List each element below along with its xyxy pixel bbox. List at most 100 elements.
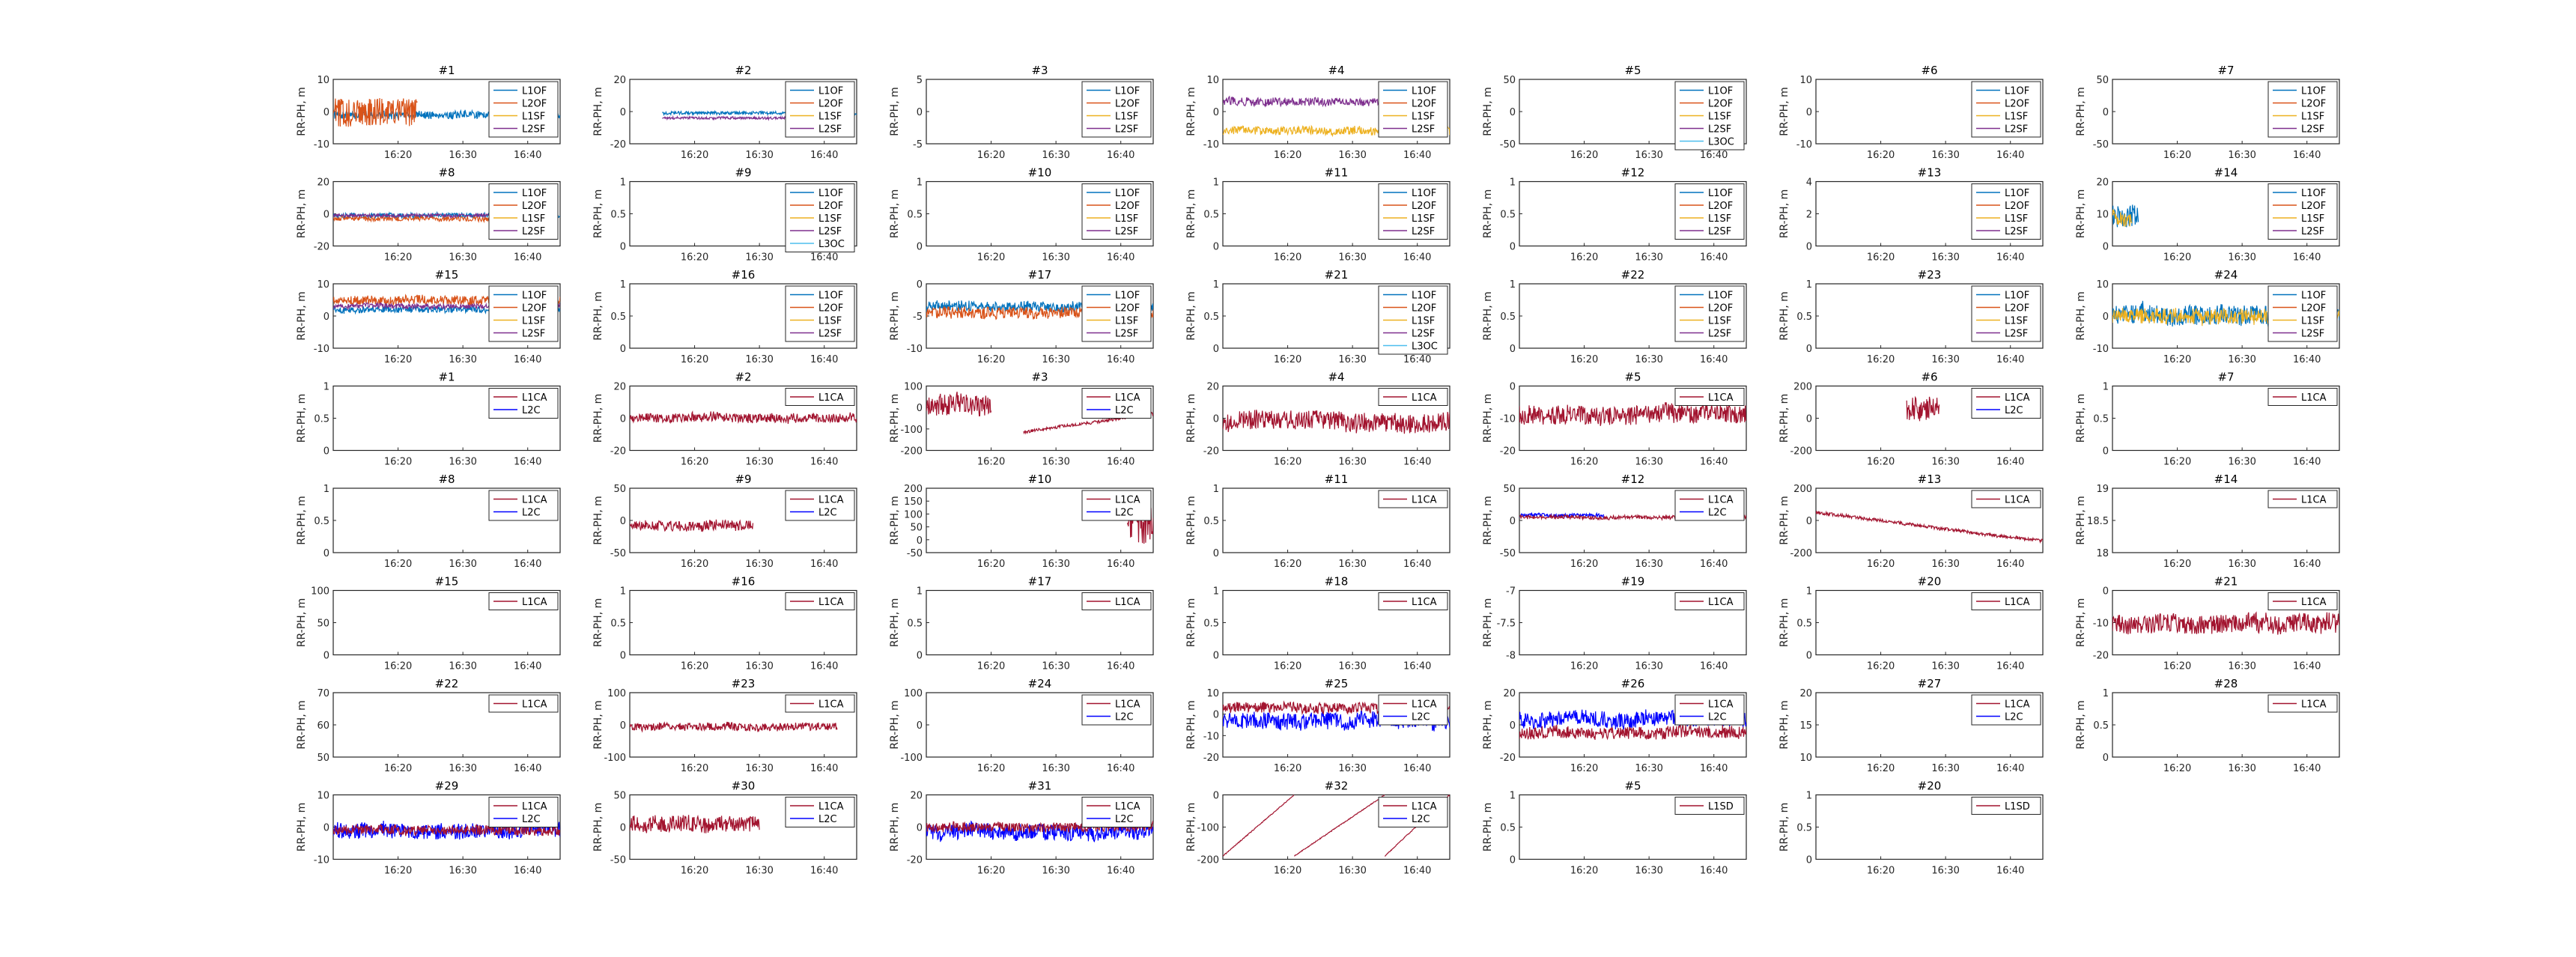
- x-tick-label: 16:20: [1274, 150, 1301, 161]
- legend-entry: L1SF: [818, 112, 842, 123]
- legend-entry: L1SF: [818, 213, 842, 225]
- y-axis-label: RR-PH, m: [592, 394, 604, 443]
- legend-entry: L1SF: [1412, 213, 1435, 225]
- x-tick-label: 16:40: [514, 457, 541, 468]
- y-tick-label: 0: [1213, 548, 1219, 559]
- y-axis-label: RR-PH, m: [2075, 87, 2087, 136]
- y-tick-label: 0: [917, 823, 923, 834]
- x-tick-label: 16:30: [2228, 559, 2255, 570]
- y-axis-label: RR-PH, m: [1778, 189, 1790, 238]
- subplot: #5 RR-PH, m -20 -10 0 16:20 16:30 16:40 L1CA: [1482, 371, 1747, 468]
- x-tick-label: 16:20: [681, 354, 708, 365]
- legend-entry: L1CA: [1412, 495, 1437, 506]
- y-tick-label: 0.5: [907, 210, 923, 221]
- x-tick-label: 16:20: [1570, 661, 1598, 672]
- y-axis-label: RR-PH, m: [1482, 291, 1494, 340]
- y-tick-label: -10: [314, 139, 329, 151]
- subplot: #25 RR-PH, m -20 -10 0 10 16:20 16:30 16:40 L1CAL…: [1185, 677, 1450, 774]
- legend-entry: L2C: [522, 405, 541, 416]
- y-tick-label: -200: [1197, 855, 1219, 866]
- y-tick-label: -200: [1790, 446, 1812, 458]
- y-tick-label: 0.5: [1203, 210, 1219, 221]
- y-tick-label: 1: [1213, 586, 1219, 598]
- x-tick-label: 16:40: [1700, 661, 1728, 672]
- x-tick-label: 16:40: [1107, 866, 1134, 877]
- y-axis-label: RR-PH, m: [1778, 496, 1790, 544]
- x-tick-label: 16:20: [681, 252, 708, 264]
- y-tick-label: -10: [314, 344, 329, 355]
- y-axis-label: RR-PH, m: [2075, 189, 2087, 238]
- subplot-title: #3: [1031, 371, 1048, 384]
- legend-box: [1081, 285, 1152, 342]
- x-tick-label: 16:30: [1042, 354, 1069, 365]
- y-tick-label: 0: [1213, 791, 1219, 802]
- x-tick-label: 16:20: [1570, 763, 1598, 774]
- legend-box: [1674, 797, 1745, 815]
- y-axis-label: RR-PH, m: [592, 496, 604, 544]
- y-tick-label: 1: [620, 586, 626, 598]
- y-tick-label: 0: [1806, 651, 1812, 662]
- y-axis-label: RR-PH, m: [1185, 496, 1197, 544]
- legend-box: [1081, 797, 1152, 827]
- y-axis-label: RR-PH, m: [1185, 291, 1197, 340]
- y-tick-label: 0: [1213, 107, 1219, 118]
- legend-entry: L1SF: [522, 316, 545, 327]
- legend-entry: L1OF: [2005, 188, 2029, 199]
- y-tick-label: 0: [620, 414, 626, 425]
- x-tick-label: 16:40: [1403, 763, 1431, 774]
- subplot: #2 RR-PH, m -20 0 20 16:20 16:30 16:40 L1CA: [592, 371, 857, 468]
- subplot-title: #1: [438, 64, 455, 77]
- legend-box: [1971, 81, 2041, 138]
- y-tick-label: 0.5: [314, 414, 329, 425]
- x-tick-label: 16:30: [1338, 661, 1366, 672]
- legend-entry: L1OF: [1412, 291, 1436, 302]
- subplot: #15 RR-PH, m 0 50 100 16:20 16:30 16:40 L1CA: [296, 575, 561, 672]
- subplot: #15 RR-PH, m -10 0 10 16:20 16:30 16:40 L1OFL2OF…: [296, 268, 561, 365]
- y-axis-label: RR-PH, m: [1482, 496, 1494, 544]
- legend: L1SD: [1971, 797, 2041, 815]
- legend-entry: L1CA: [522, 699, 547, 711]
- subplot: #3 RR-PH, m -5 0 5 16:20 16:30 16:40 L1OF L2OF L1S…: [889, 64, 1154, 161]
- y-axis-label: RR-PH, m: [1778, 803, 1790, 851]
- y-tick-label: 0: [1806, 107, 1812, 118]
- x-tick-label: 16:20: [1570, 354, 1598, 365]
- legend-entry: L1CA: [1115, 597, 1140, 608]
- x-tick-label: 16:20: [1867, 150, 1895, 161]
- y-tick-label: -200: [900, 446, 923, 458]
- x-tick-label: 16:20: [2163, 661, 2191, 672]
- subplot: #16 RR-PH, m 0 0.5 1 16:20 16:30 16:40 L1CA: [592, 575, 857, 672]
- y-axis-label: RR-PH, m: [1482, 803, 1494, 851]
- x-tick-label: 16:30: [1635, 252, 1662, 264]
- y-tick-label: 1: [323, 484, 329, 495]
- legend-entry: L2SF: [818, 226, 842, 237]
- subplot: #24 RR-PH, m -10 0 10 16:20 16:30 16:40 L1OFL2OF…: [2075, 268, 2340, 365]
- x-tick-label: 16:30: [1635, 559, 1662, 570]
- x-tick-label: 16:30: [745, 763, 773, 774]
- y-axis-label: RR-PH, m: [1185, 189, 1197, 238]
- legend-entry: L2C: [522, 508, 541, 519]
- x-tick-label: 16:20: [384, 354, 412, 365]
- x-tick-label: 16:30: [1338, 866, 1366, 877]
- y-tick-label: 150: [904, 496, 923, 508]
- y-tick-label: -20: [610, 139, 626, 151]
- y-axis-label: RR-PH, m: [592, 598, 604, 647]
- y-tick-label: 10: [2096, 210, 2109, 221]
- subplot-title: #5: [1624, 780, 1641, 793]
- x-tick-label: 16:30: [1635, 763, 1662, 774]
- x-tick-label: 16:30: [1042, 150, 1069, 161]
- y-tick-label: -50: [1500, 139, 1516, 151]
- x-tick-label: 16:40: [1107, 661, 1134, 672]
